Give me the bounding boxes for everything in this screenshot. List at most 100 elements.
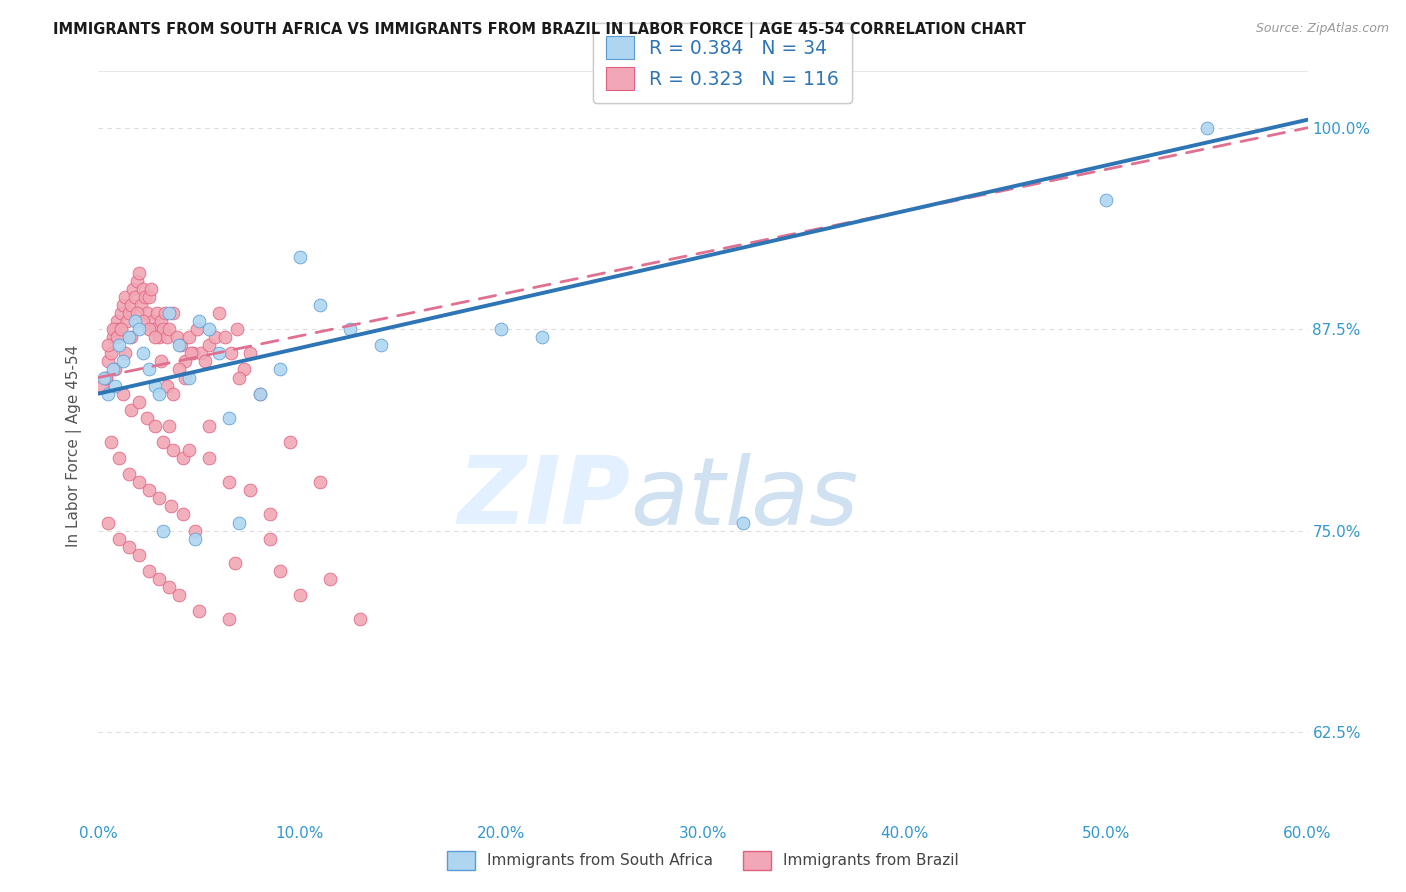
Point [143, 322, 166, 336]
Point [349, 612, 371, 626]
Point [148, 572, 170, 586]
Point [97, 354, 120, 368]
Point [204, 330, 226, 344]
Point [1195, 120, 1218, 135]
Point [125, 274, 148, 288]
Point [179, 330, 201, 344]
Point [96, 370, 118, 384]
Point [114, 346, 136, 360]
Point [179, 370, 201, 384]
Point [239, 346, 262, 360]
Point [530, 330, 553, 344]
Point [156, 378, 179, 392]
Point [180, 346, 202, 360]
Point [218, 410, 240, 425]
Point [370, 338, 392, 352]
Point [138, 362, 160, 376]
Point [157, 322, 180, 336]
Point [239, 483, 262, 498]
Point [118, 467, 141, 482]
Point [186, 322, 208, 336]
Point [152, 434, 174, 449]
Point [138, 322, 160, 336]
Point [184, 524, 207, 538]
Point [138, 564, 160, 578]
Point [198, 451, 221, 466]
Point [491, 322, 513, 336]
Point [105, 314, 128, 328]
Point [105, 330, 128, 344]
Point [97, 386, 120, 401]
Point [101, 322, 124, 336]
Point [170, 338, 193, 352]
Point [181, 346, 204, 360]
Point [138, 483, 160, 498]
Point [146, 306, 169, 320]
Point [309, 298, 332, 312]
Point [135, 306, 157, 320]
Point [114, 290, 136, 304]
Point [218, 612, 240, 626]
Point [259, 532, 281, 546]
Point [214, 330, 236, 344]
Point [174, 370, 197, 384]
Point [152, 322, 174, 336]
Point [148, 386, 170, 401]
Point [157, 418, 180, 433]
Point [156, 330, 179, 344]
Point [128, 394, 150, 409]
Point [278, 434, 301, 449]
Point [143, 330, 166, 344]
Point [149, 314, 172, 328]
Point [269, 564, 291, 578]
Point [93, 370, 115, 384]
Point [166, 330, 188, 344]
Point [149, 354, 172, 368]
Point [143, 378, 166, 392]
Point [188, 604, 211, 618]
Point [120, 330, 142, 344]
Legend: R = 0.384   N = 34, R = 0.323   N = 116: R = 0.384 N = 34, R = 0.323 N = 116 [593, 23, 852, 103]
Point [107, 532, 129, 546]
Point [124, 314, 146, 328]
Point [103, 362, 125, 376]
Point [309, 475, 332, 490]
Point [152, 524, 174, 538]
Point [167, 338, 190, 352]
Point [160, 500, 183, 514]
Point [179, 443, 201, 458]
Point [339, 322, 361, 336]
Text: atlas: atlas [630, 453, 859, 544]
Text: ZIP: ZIP [457, 452, 630, 544]
Point [110, 322, 132, 336]
Point [91, 378, 114, 392]
Point [153, 306, 176, 320]
Point [97, 338, 120, 352]
Point [157, 306, 180, 320]
Point [128, 266, 150, 280]
Text: Source: ZipAtlas.com: Source: ZipAtlas.com [1256, 22, 1389, 36]
Point [198, 322, 221, 336]
Point [139, 282, 162, 296]
Point [129, 298, 152, 312]
Point [118, 540, 141, 554]
Point [115, 314, 138, 328]
Point [118, 306, 141, 320]
Point [167, 362, 190, 376]
Point [132, 282, 155, 296]
Point [111, 298, 134, 312]
Point [226, 322, 249, 336]
Point [100, 434, 122, 449]
Point [110, 306, 132, 320]
Y-axis label: In Labor Force | Age 45-54: In Labor Force | Age 45-54 [66, 345, 83, 547]
Point [172, 451, 194, 466]
Point [142, 314, 165, 328]
Point [249, 386, 271, 401]
Point [221, 346, 243, 360]
Legend: Immigrants from South Africa, Immigrants from Brazil: Immigrants from South Africa, Immigrants… [440, 843, 966, 877]
Point [162, 386, 184, 401]
Point [148, 330, 170, 344]
Point [107, 451, 129, 466]
Point [162, 306, 184, 320]
Point [198, 418, 221, 433]
